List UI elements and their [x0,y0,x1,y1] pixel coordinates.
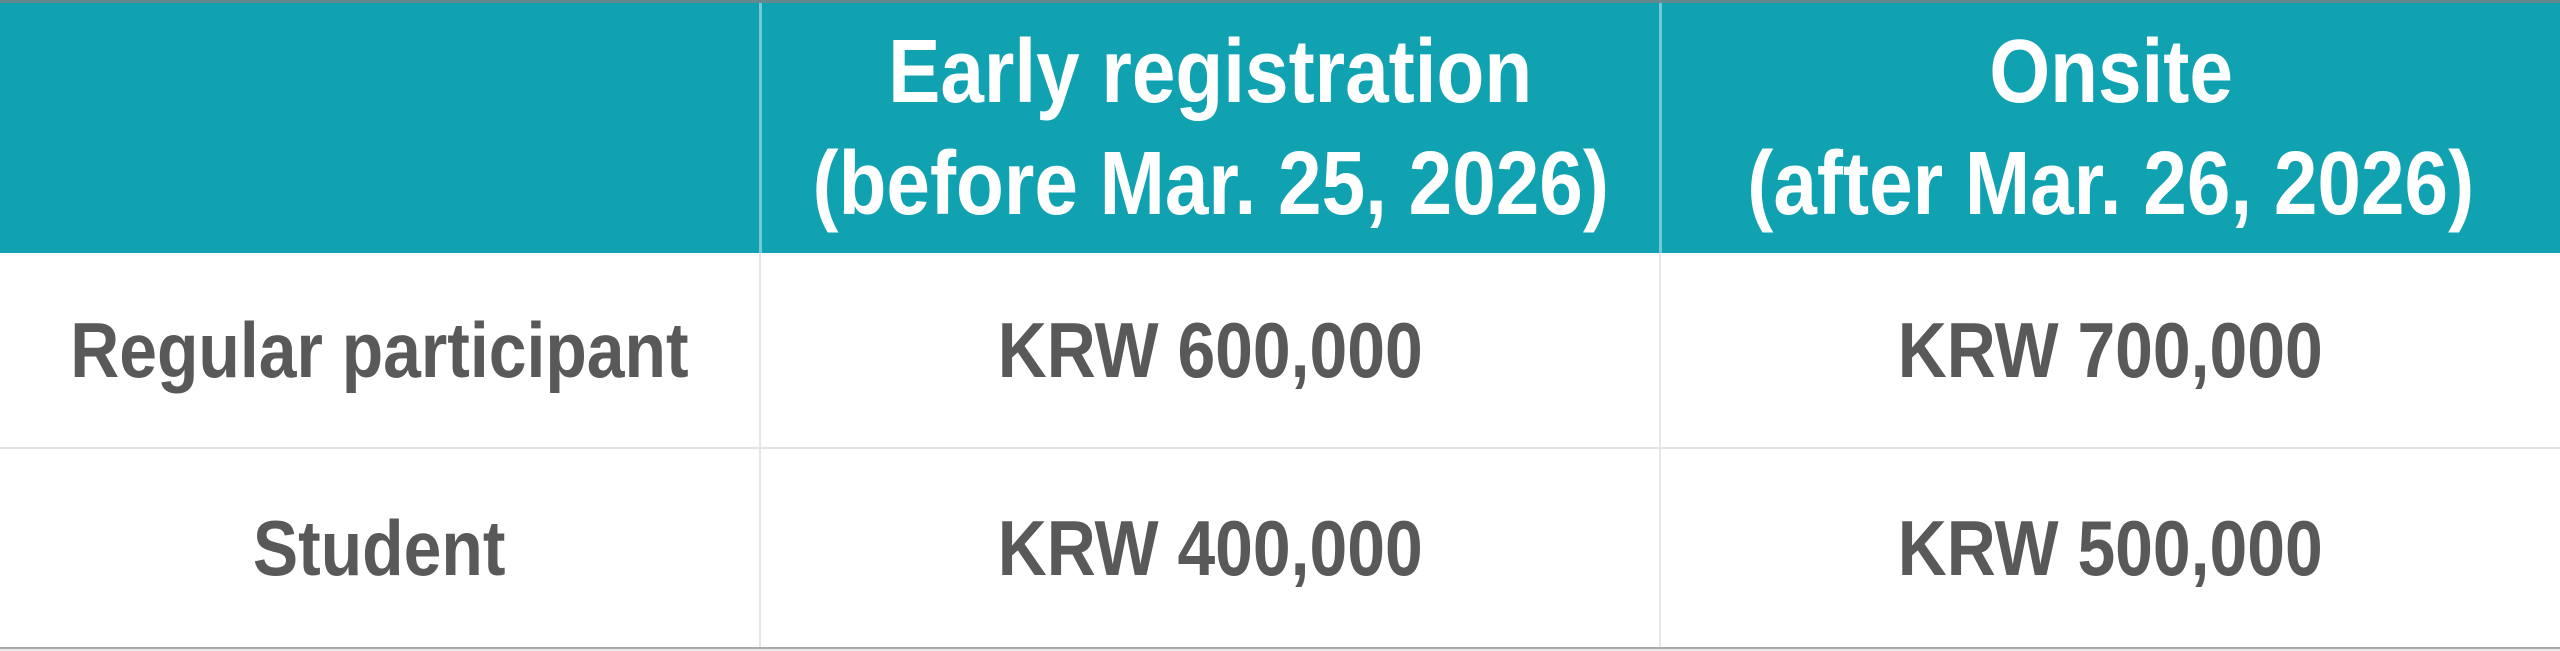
row-label-text: Student [253,503,506,592]
header-cell-early-registration: Early registration (before Mar. 25, 2026… [759,3,1659,253]
registration-fee-table: Early registration (before Mar. 25, 2026… [0,3,2560,647]
row-label-text: Regular participant [70,305,689,394]
bottom-edge-strip [0,649,2560,651]
header-onsite-line2: (after Mar. 26, 2026) [1747,134,2475,234]
row-label-regular-participant: Regular participant [0,253,759,449]
price-text: KRW 600,000 [997,305,1423,394]
header-cell-onsite: Onsite (after Mar. 26, 2026) [1659,3,2560,253]
header-cell-blank [0,3,759,253]
price-text: KRW 400,000 [997,503,1423,592]
header-early-line1: Early registration [888,22,1533,122]
price-cell-regular-onsite: KRW 700,000 [1659,253,2560,449]
price-cell-student-early: KRW 400,000 [759,449,1659,647]
header-onsite-line1: Onsite [1989,22,2233,122]
price-text: KRW 700,000 [1898,305,2323,394]
header-early-line2: (before Mar. 25, 2026) [812,134,1609,234]
price-cell-student-onsite: KRW 500,000 [1659,449,2560,647]
row-label-student: Student [0,449,759,647]
price-text: KRW 500,000 [1898,503,2323,592]
price-cell-regular-early: KRW 600,000 [759,253,1659,449]
top-edge-border [0,0,2560,3]
bottom-border-line [0,647,2560,649]
